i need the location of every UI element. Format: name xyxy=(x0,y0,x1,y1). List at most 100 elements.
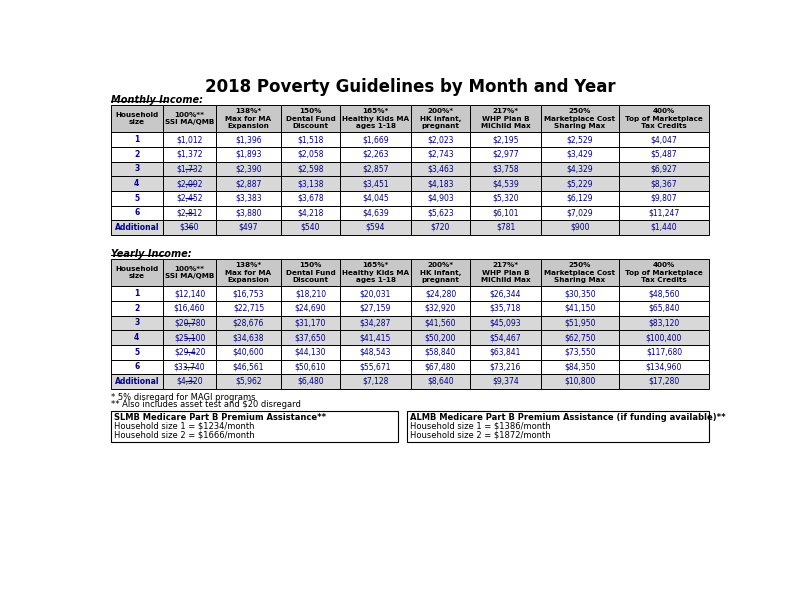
Bar xyxy=(162,132,217,147)
Text: $32,920: $32,920 xyxy=(425,304,456,313)
Bar xyxy=(162,359,217,374)
Bar xyxy=(470,258,541,286)
Bar xyxy=(341,359,410,374)
Bar xyxy=(162,104,217,132)
Text: $134,960: $134,960 xyxy=(646,362,682,371)
Text: $5,962: $5,962 xyxy=(235,377,262,386)
Text: $67,480: $67,480 xyxy=(425,362,456,371)
Text: $1,669: $1,669 xyxy=(362,135,389,144)
Text: $360: $360 xyxy=(180,223,199,232)
Text: $781: $781 xyxy=(496,223,515,232)
Text: 400%
Top of Marketplace
Tax Credits: 400% Top of Marketplace Tax Credits xyxy=(625,262,703,283)
Text: $4,329: $4,329 xyxy=(566,165,593,173)
Bar xyxy=(410,258,470,286)
Text: 4: 4 xyxy=(134,179,139,188)
Bar xyxy=(618,205,709,220)
Bar xyxy=(162,286,217,301)
Text: Household
size: Household size xyxy=(115,112,158,125)
Text: 250%
Marketplace Cost
Sharing Max: 250% Marketplace Cost Sharing Max xyxy=(544,108,615,129)
Text: $720: $720 xyxy=(431,223,450,232)
Text: $3,678: $3,678 xyxy=(297,194,324,203)
Text: $3,429: $3,429 xyxy=(566,150,593,159)
Bar xyxy=(618,286,709,301)
Text: $30,350: $30,350 xyxy=(564,289,595,298)
Text: Additional: Additional xyxy=(114,223,159,232)
Text: 150%
Dental Fund
Discount: 150% Dental Fund Discount xyxy=(286,262,335,283)
Bar xyxy=(341,286,410,301)
Bar xyxy=(470,162,541,176)
Bar xyxy=(541,301,618,316)
Bar xyxy=(618,147,709,162)
Text: $58,840: $58,840 xyxy=(425,348,456,357)
Bar xyxy=(217,359,281,374)
Text: 5: 5 xyxy=(134,348,139,357)
Bar xyxy=(341,220,410,235)
Bar xyxy=(618,132,709,147)
Text: $46,561: $46,561 xyxy=(233,362,264,371)
Bar xyxy=(281,374,341,389)
Text: 2018 Poverty Guidelines by Month and Year: 2018 Poverty Guidelines by Month and Yea… xyxy=(205,78,615,96)
Bar xyxy=(470,132,541,147)
Bar xyxy=(162,220,217,235)
Bar xyxy=(162,345,217,359)
Text: $27,159: $27,159 xyxy=(360,304,391,313)
Bar xyxy=(341,132,410,147)
Bar xyxy=(111,191,162,205)
Bar xyxy=(541,316,618,330)
Text: $6,101: $6,101 xyxy=(492,208,518,217)
Text: $2,390: $2,390 xyxy=(235,165,262,173)
Text: 250%
Marketplace Cost
Sharing Max: 250% Marketplace Cost Sharing Max xyxy=(544,262,615,283)
Text: 3: 3 xyxy=(134,165,139,173)
Text: 5: 5 xyxy=(134,194,139,203)
Bar xyxy=(618,345,709,359)
Bar xyxy=(217,205,281,220)
Bar xyxy=(541,132,618,147)
Text: 138%*
Max for MA
Expansion: 138%* Max for MA Expansion xyxy=(226,108,271,129)
Text: Monthly Income:: Monthly Income: xyxy=(111,94,203,104)
Text: $2,452: $2,452 xyxy=(176,194,203,203)
Text: $34,638: $34,638 xyxy=(233,333,264,342)
Bar xyxy=(470,286,541,301)
Bar xyxy=(217,132,281,147)
Text: $17,280: $17,280 xyxy=(648,377,679,386)
Bar xyxy=(618,104,709,132)
Text: $25,100: $25,100 xyxy=(174,333,206,342)
Bar xyxy=(217,147,281,162)
Bar xyxy=(217,104,281,132)
Text: $12,140: $12,140 xyxy=(174,289,206,298)
Bar xyxy=(618,374,709,389)
Text: $2,857: $2,857 xyxy=(362,165,389,173)
Bar xyxy=(618,258,709,286)
Text: $54,467: $54,467 xyxy=(490,333,522,342)
Bar xyxy=(281,345,341,359)
Text: $2,023: $2,023 xyxy=(427,135,454,144)
Bar xyxy=(281,359,341,374)
Text: $37,650: $37,650 xyxy=(294,333,326,342)
Text: $8,367: $8,367 xyxy=(650,179,678,188)
Bar xyxy=(281,147,341,162)
Text: $1,440: $1,440 xyxy=(650,223,678,232)
Text: $41,560: $41,560 xyxy=(425,319,456,327)
Text: $50,610: $50,610 xyxy=(294,362,326,371)
Bar xyxy=(618,191,709,205)
Text: $5,487: $5,487 xyxy=(650,150,678,159)
Bar xyxy=(470,191,541,205)
Text: $4,047: $4,047 xyxy=(650,135,678,144)
Text: 2: 2 xyxy=(134,150,139,159)
Text: $7,029: $7,029 xyxy=(566,208,593,217)
Bar xyxy=(281,104,341,132)
Bar xyxy=(341,316,410,330)
Text: $4,539: $4,539 xyxy=(492,179,519,188)
Text: $3,383: $3,383 xyxy=(235,194,262,203)
Bar xyxy=(341,330,410,345)
Bar xyxy=(341,176,410,191)
Text: $2,598: $2,598 xyxy=(298,165,324,173)
Bar xyxy=(111,374,162,389)
Text: $83,120: $83,120 xyxy=(648,319,679,327)
Bar xyxy=(111,301,162,316)
Text: $1,372: $1,372 xyxy=(176,150,203,159)
Text: 4: 4 xyxy=(134,333,139,342)
Text: 217%*
WHP Plan B
MiChild Max: 217%* WHP Plan B MiChild Max xyxy=(481,108,530,129)
Text: $45,093: $45,093 xyxy=(490,319,522,327)
Bar xyxy=(470,345,541,359)
